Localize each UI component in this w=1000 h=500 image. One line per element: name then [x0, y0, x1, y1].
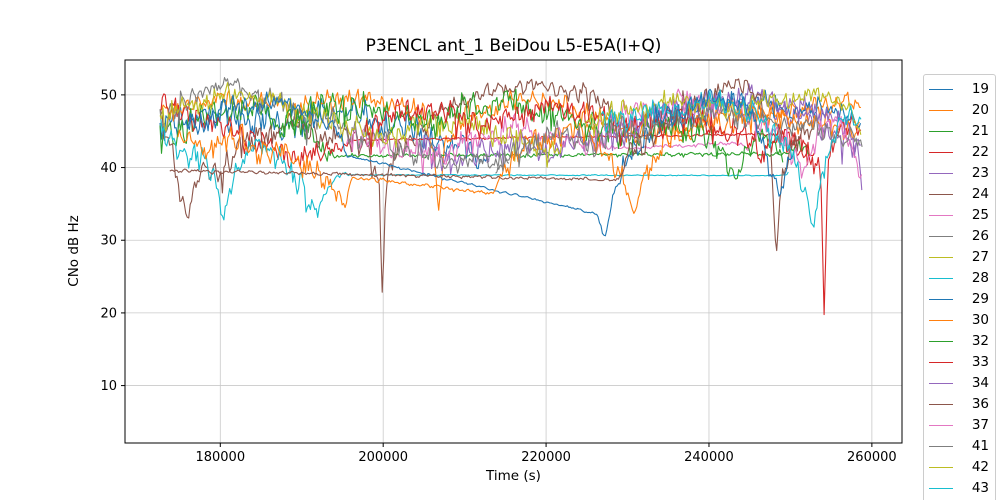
legend-line-sample — [929, 362, 953, 363]
legend-line-sample — [929, 425, 953, 426]
series-line-36 — [169, 78, 813, 252]
legend-item: 41 — [924, 436, 995, 457]
legend-label: 37 — [971, 416, 989, 433]
series-line-24 — [160, 78, 612, 293]
legend-line-sample — [929, 320, 953, 321]
legend-label: 33 — [971, 353, 989, 370]
series-line-27 — [159, 82, 563, 168]
legend-label: 23 — [971, 164, 989, 181]
legend-line-sample — [929, 215, 953, 216]
plot-border — [124, 59, 903, 444]
series-line-41 — [495, 99, 863, 174]
series-line-28 — [160, 119, 789, 221]
legend-label: 30 — [971, 311, 989, 328]
legend-label: 36 — [971, 395, 989, 412]
y-tick-label: 30 — [100, 234, 117, 249]
legend-item: 28 — [924, 268, 995, 289]
legend-line-sample — [929, 194, 953, 195]
y-tick-label: 40 — [100, 161, 117, 176]
x-axis-ticks: 180000 200000 220000 240000 260000 — [195, 443, 897, 465]
legend-line-sample — [929, 257, 953, 258]
legend-line-sample — [929, 131, 953, 132]
legend-item: 37 — [924, 415, 995, 436]
x-tick-label: 220000 — [521, 450, 571, 465]
legend-line-sample — [929, 278, 953, 279]
y-tick-label: 50 — [100, 88, 117, 103]
x-tick-label: 240000 — [684, 450, 734, 465]
series-line-42 — [584, 87, 862, 137]
chart-title: P3ENCL ant_1 BeiDou L5-E5A(I+Q) — [365, 36, 662, 56]
legend-item: 22 — [924, 142, 995, 163]
legend-line-sample — [929, 110, 953, 111]
legend-line-sample — [929, 236, 953, 237]
legend-item: 30 — [924, 310, 995, 331]
legend-item: 32 — [924, 331, 995, 352]
legend-label: 43 — [971, 479, 989, 496]
legend-item: 25 — [924, 205, 995, 226]
legend-item: 27 — [924, 247, 995, 268]
legend-item: 21 — [924, 121, 995, 142]
series-line-29 — [185, 89, 862, 237]
legend-label: 34 — [971, 374, 989, 391]
legend-label: 29 — [971, 290, 989, 307]
legend-line-sample — [929, 446, 953, 447]
legend-line-sample — [929, 299, 953, 300]
legend-line-sample — [929, 341, 953, 342]
legend-item: 43 — [924, 478, 995, 499]
legend-label: 24 — [971, 185, 989, 202]
legend-label: 25 — [971, 206, 989, 223]
x-axis-label: Time (s) — [486, 468, 541, 484]
legend-item: 19 — [924, 79, 995, 100]
y-tick-label: 20 — [100, 306, 117, 321]
legend-label: 26 — [971, 227, 989, 244]
legend-label: 27 — [971, 248, 989, 265]
series-line-32 — [280, 88, 784, 180]
legend-item: 26 — [924, 226, 995, 247]
series-line-21 — [159, 94, 810, 162]
legend-line-sample — [929, 173, 953, 174]
legend-label: 22 — [971, 143, 989, 160]
legend-label: 41 — [971, 437, 989, 454]
legend-line-sample — [929, 467, 953, 468]
legend-item: 33 — [924, 352, 995, 373]
legend-label: 19 — [971, 80, 989, 97]
x-tick-label: 180000 — [195, 450, 245, 465]
legend-item: 29 — [924, 289, 995, 310]
x-tick-label: 200000 — [358, 450, 408, 465]
legend-item: 24 — [924, 184, 995, 205]
legend-label: 32 — [971, 332, 989, 349]
legend-item: 36 — [924, 394, 995, 415]
legend-label: 21 — [971, 122, 989, 139]
legend-line-sample — [929, 152, 953, 153]
series-line-44 — [653, 88, 793, 197]
legend-label: 20 — [971, 101, 989, 118]
legend: 19 20 21 22 23 24 25 26 27 28 29 30 32 33 34 36 37 41 42 43… — [923, 74, 996, 500]
y-tick-label: 10 — [100, 379, 117, 394]
legend-label: 42 — [971, 458, 989, 475]
legend-item: 34 — [924, 373, 995, 394]
y-axis-ticks: 10 20 30 40 50 — [100, 88, 125, 394]
legend-line-sample — [929, 89, 953, 90]
legend-line-sample — [929, 404, 953, 405]
series-lines — [159, 77, 863, 316]
legend-item: 23 — [924, 163, 995, 184]
series-line-26 — [159, 77, 510, 174]
legend-line-sample — [929, 383, 953, 384]
x-tick-label: 260000 — [847, 450, 897, 465]
legend-line-sample — [929, 488, 953, 489]
series-line-25 — [345, 112, 751, 177]
legend-label: 28 — [971, 269, 989, 286]
legend-item: 42 — [924, 457, 995, 478]
legend-item: 20 — [924, 100, 995, 121]
